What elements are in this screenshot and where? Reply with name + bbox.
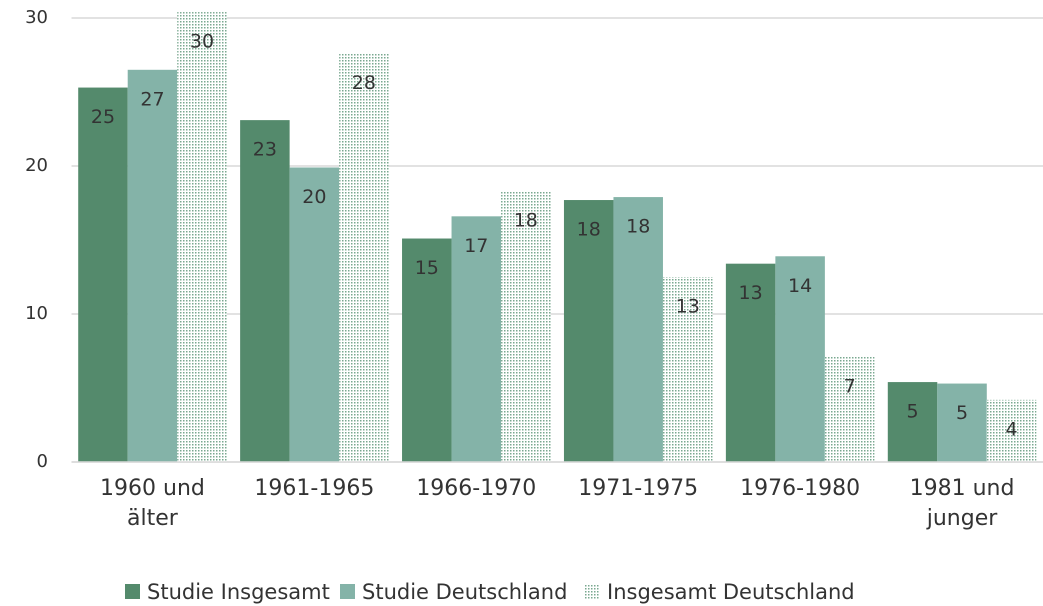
legend-label: Insgesamt Deutschland xyxy=(607,580,855,604)
data-label: 17 xyxy=(464,235,488,257)
bar xyxy=(613,197,663,462)
data-label: 18 xyxy=(626,216,650,238)
bar xyxy=(451,216,502,462)
data-label: 18 xyxy=(577,219,601,241)
x-tick-label: 1966-1970 xyxy=(416,476,537,501)
y-tick-label: 10 xyxy=(25,303,48,324)
data-label: 5 xyxy=(906,401,918,423)
bar xyxy=(887,382,938,462)
bar xyxy=(725,263,776,462)
bar xyxy=(127,69,178,463)
data-label: 15 xyxy=(415,257,439,279)
bar xyxy=(289,167,340,463)
legend-swatch xyxy=(340,584,355,599)
bar xyxy=(177,12,227,463)
bar xyxy=(662,277,713,462)
bar xyxy=(240,120,290,463)
bar xyxy=(339,53,389,463)
data-label: 25 xyxy=(91,106,115,128)
x-tick-label: 1981 und junger xyxy=(909,476,1015,531)
x-tick-label: 1960 und älter xyxy=(100,476,205,531)
data-label: 23 xyxy=(253,139,277,161)
legend-label: Studie Insgesamt xyxy=(147,580,330,604)
data-label: 30 xyxy=(190,31,214,53)
bar xyxy=(563,200,614,463)
bar xyxy=(775,256,825,462)
bar xyxy=(937,383,987,462)
y-tick-label: 0 xyxy=(37,451,48,472)
legend-swatch xyxy=(585,584,600,599)
bar xyxy=(501,191,551,462)
data-label: 5 xyxy=(956,402,968,424)
y-tick-label: 20 xyxy=(25,155,48,176)
x-tick-label: 1976-1980 xyxy=(740,476,861,501)
x-tick-label: 1971-1975 xyxy=(578,476,699,501)
data-label: 13 xyxy=(676,296,700,318)
data-label: 4 xyxy=(1005,418,1017,440)
bar xyxy=(78,87,128,462)
data-label: 14 xyxy=(788,275,812,297)
x-tick-label: 1961-1965 xyxy=(254,476,375,501)
y-tick-label: 30 xyxy=(25,7,48,28)
bar xyxy=(824,356,875,462)
data-label: 20 xyxy=(302,186,326,208)
data-label: 28 xyxy=(352,72,376,94)
data-label: 18 xyxy=(514,210,538,232)
bar xyxy=(986,399,1037,462)
bar xyxy=(402,238,452,462)
data-label: 27 xyxy=(140,88,164,110)
data-label: 7 xyxy=(844,375,856,397)
data-label: 13 xyxy=(739,282,763,304)
legend-swatch xyxy=(125,584,140,599)
legend-label: Studie Deutschland xyxy=(362,580,567,604)
